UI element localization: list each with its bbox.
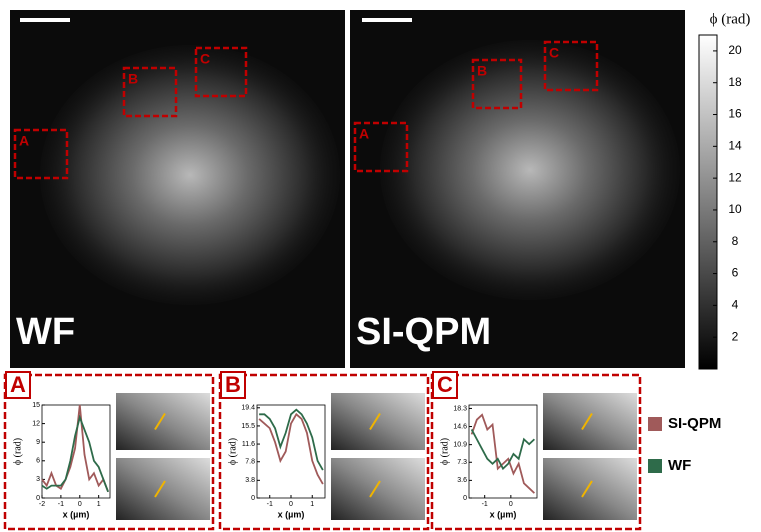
colorbar-tick-label: 14 <box>728 139 742 153</box>
legend-swatch <box>648 459 662 473</box>
thumbnail <box>116 393 210 450</box>
colorbar <box>698 34 718 370</box>
x-tick-label: 0 <box>78 501 82 508</box>
panel-box <box>3 373 215 531</box>
region-label: B <box>128 71 138 87</box>
y-tick-label: 0 <box>36 495 40 502</box>
x-tick-label: 1 <box>97 501 101 508</box>
plot-frame <box>41 404 111 499</box>
region-box <box>194 46 248 98</box>
series-line <box>258 412 324 485</box>
y-axis-label: ϕ (rad) <box>439 438 450 465</box>
region-label: C <box>200 51 210 67</box>
x-axis-label: x (µm) <box>278 509 305 519</box>
y-tick-label: 3 <box>36 476 40 483</box>
colorbar-tick-label: 8 <box>732 234 739 248</box>
legend-label: SI-QPM <box>668 415 721 432</box>
image-label: WF <box>16 311 75 353</box>
y-tick-label: 12 <box>32 420 40 427</box>
image-label: SI-QPM <box>356 311 491 353</box>
series-line <box>470 429 535 471</box>
y-tick-label: 18.3 <box>453 405 467 412</box>
thumbnail <box>331 393 425 450</box>
y-tick-label: 14.6 <box>453 423 467 430</box>
x-tick-label: 0 <box>509 501 513 508</box>
panel-tag <box>5 371 31 399</box>
colorbar-label: ϕ (rad) <box>710 11 751 27</box>
panel-tag-label: A <box>10 372 26 397</box>
y-tick-label: 10.9 <box>453 441 467 448</box>
profile-line <box>369 480 381 498</box>
y-tick-label: 7.8 <box>245 459 255 466</box>
colorbar-tick-label: 10 <box>728 202 742 216</box>
region-box <box>13 128 69 180</box>
colorbar-tick-label: 12 <box>728 170 742 184</box>
thumbnail <box>543 458 637 520</box>
region-box <box>122 66 178 118</box>
thumbnail <box>331 458 425 520</box>
y-tick-label: 3.6 <box>457 477 467 484</box>
y-axis-label: ϕ (rad) <box>227 438 238 465</box>
colorbar-tick-label: 6 <box>732 266 739 280</box>
x-axis-label: x (µm) <box>63 509 90 519</box>
colorbar-tick-label: 2 <box>732 329 739 343</box>
region-box <box>471 58 523 110</box>
colorbar-tick-label: 18 <box>728 75 742 89</box>
profile-line <box>154 480 166 498</box>
y-tick-label: 9 <box>36 439 40 446</box>
panel-box <box>430 373 642 531</box>
x-tick-label: -1 <box>58 501 64 508</box>
plot-frame <box>256 404 326 499</box>
y-tick-label: 19.4 <box>241 405 255 412</box>
y-tick-label: 7.3 <box>457 459 467 466</box>
profile-line <box>581 480 593 498</box>
y-tick-label: 0 <box>251 495 255 502</box>
x-tick-label: -2 <box>39 501 45 508</box>
wf-sample <box>40 45 340 305</box>
plot-frame <box>468 404 538 499</box>
x-axis-label: x (µm) <box>490 509 517 519</box>
profile-line <box>154 412 166 431</box>
colorbar-tick-label: 4 <box>732 298 739 312</box>
region-label: A <box>359 126 369 142</box>
x-tick-label: 1 <box>310 501 314 508</box>
y-tick-label: 15.5 <box>241 423 255 430</box>
colorbar-tick-label: 16 <box>728 107 742 121</box>
profile-line <box>581 412 593 431</box>
panel-box <box>218 373 430 531</box>
region-box <box>543 40 599 92</box>
x-tick-label: 0 <box>289 501 293 508</box>
colorbar-tick-label: 20 <box>728 43 742 57</box>
profile-line <box>369 412 381 431</box>
thumbnail <box>116 458 210 520</box>
panel-tag <box>220 371 246 399</box>
siqpm-sample <box>380 40 680 300</box>
y-tick-label: 15 <box>32 402 40 409</box>
region-label: C <box>549 45 559 61</box>
thumbnail <box>543 393 637 450</box>
region-label: B <box>477 63 487 79</box>
y-tick-label: 3.8 <box>245 477 255 484</box>
y-tick-label: 0 <box>463 495 467 502</box>
y-tick-label: 6 <box>36 458 40 465</box>
panel-tag-label: C <box>437 372 453 397</box>
legend-label: WF <box>668 457 691 474</box>
series-line <box>41 404 109 493</box>
x-tick-label: -1 <box>267 501 273 508</box>
y-axis-label: ϕ (rad) <box>12 438 23 465</box>
y-tick-label: 11.6 <box>242 441 255 448</box>
panel-tag-label: B <box>225 372 241 397</box>
region-box <box>353 121 409 173</box>
x-tick-label: -1 <box>482 501 488 508</box>
series-line <box>470 413 535 494</box>
legend-swatch <box>648 417 662 431</box>
series-line <box>259 408 324 471</box>
region-label: A <box>19 133 29 149</box>
panel-tag <box>432 371 458 399</box>
series-line <box>41 414 109 493</box>
